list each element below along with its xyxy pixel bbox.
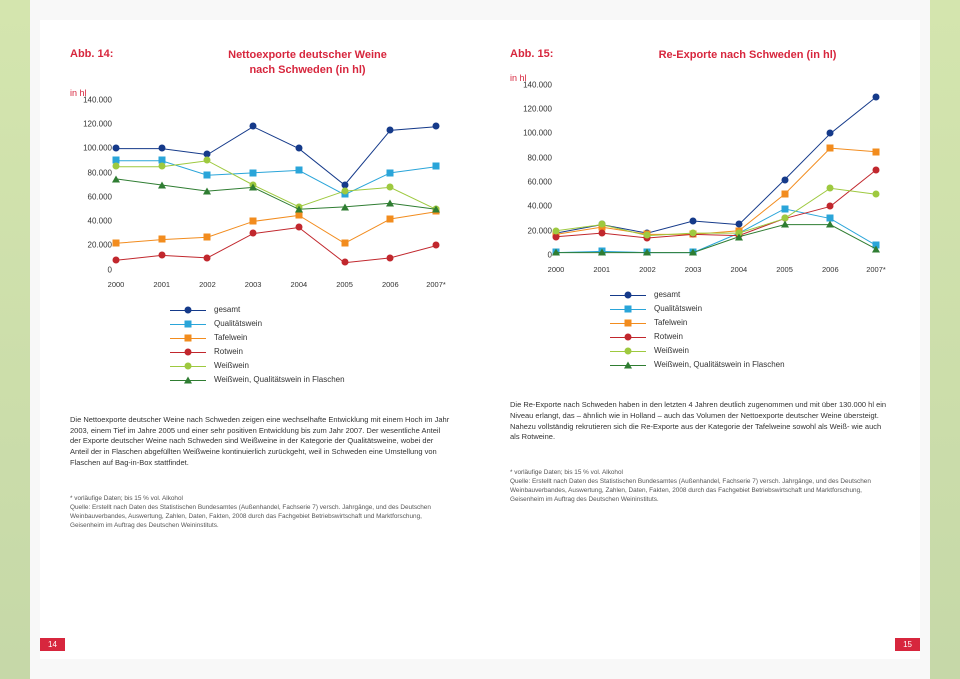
x-tick: 2003 xyxy=(245,280,262,289)
x-tick: 2004 xyxy=(731,265,748,274)
x-tick: 2005 xyxy=(336,280,353,289)
x-tick: 2007* xyxy=(866,265,886,274)
y-tick: 0 xyxy=(548,250,552,259)
y-tick: 40.000 xyxy=(88,217,112,226)
legend-label: Qualitätswein xyxy=(214,319,262,328)
legend-item: Qualitätswein xyxy=(610,302,890,316)
data-marker xyxy=(781,221,789,228)
legend-label: Tafelwein xyxy=(654,318,687,327)
y-tick: 140.000 xyxy=(523,80,552,89)
y-tick: 20.000 xyxy=(528,226,552,235)
footnote-15: * vorläufige Daten; bis 15 % vol. Alkoho… xyxy=(510,469,890,505)
legend-item: Weißwein xyxy=(610,344,890,358)
legend-item: gesamt xyxy=(610,288,890,302)
data-marker xyxy=(432,205,440,212)
x-tick: 2001 xyxy=(593,265,610,274)
body-text-15: Die Re-Exporte nach Schweden haben in de… xyxy=(510,400,890,444)
data-marker xyxy=(735,233,743,240)
data-marker xyxy=(341,203,349,210)
legend-label: Rotwein xyxy=(654,332,683,341)
data-marker xyxy=(643,249,651,256)
y-tick: 20.000 xyxy=(88,241,112,250)
x-tick: 2003 xyxy=(685,265,702,274)
chart-15-plot xyxy=(556,85,876,255)
y-axis-unit-15: in hl xyxy=(510,73,890,83)
legend-label: gesamt xyxy=(654,290,680,299)
legend-label: Rotwein xyxy=(214,347,243,356)
legend-label: Weißwein xyxy=(654,346,689,355)
x-tick: 2007* xyxy=(426,280,446,289)
legend-label: Weißwein xyxy=(214,361,249,370)
data-marker xyxy=(112,175,120,182)
x-tick: 2004 xyxy=(291,280,308,289)
y-tick: 120.000 xyxy=(523,105,552,114)
x-tick: 2002 xyxy=(639,265,656,274)
chart-14-plot xyxy=(116,100,436,270)
legend-item: Rotwein xyxy=(170,345,450,359)
x-tick: 2000 xyxy=(548,265,565,274)
data-marker xyxy=(598,249,606,256)
x-tick: 2006 xyxy=(382,280,399,289)
y-tick: 120.000 xyxy=(83,119,112,128)
y-tick: 0 xyxy=(108,265,112,274)
legend-item: Weißwein, Qualitätswein in Flaschen xyxy=(610,358,890,372)
data-marker xyxy=(872,245,880,252)
chart-14: 020.00040.00060.00080.000100.000120.0001… xyxy=(66,100,436,285)
x-tick: 2000 xyxy=(108,280,125,289)
y-tick: 40.000 xyxy=(528,202,552,211)
footnote-14: * vorläufige Daten; bis 15 % vol. Alkoho… xyxy=(70,495,450,531)
y-tick: 140.000 xyxy=(83,95,112,104)
y-tick: 80.000 xyxy=(88,168,112,177)
x-tick: 2006 xyxy=(822,265,839,274)
data-marker xyxy=(295,205,303,212)
legend-item: Weißwein xyxy=(170,359,450,373)
legend-label: Weißwein, Qualitätswein in Flaschen xyxy=(654,360,785,369)
legend-item: Rotwein xyxy=(610,330,890,344)
x-tick: 2005 xyxy=(776,265,793,274)
legend-14: gesamt Qualitätswein Tafelwein Rotwein Weißw… xyxy=(170,303,450,387)
legend-item: Tafelwein xyxy=(170,331,450,345)
figure-label-14: Abb. 14: xyxy=(70,48,125,78)
y-tick: 100.000 xyxy=(83,144,112,153)
x-tick: 2001 xyxy=(153,280,170,289)
x-tick: 2002 xyxy=(199,280,216,289)
y-axis-unit-14: in hl xyxy=(70,88,450,98)
figure-title-15: Re-Exporte nach Schweden (in hl) xyxy=(605,48,890,63)
legend-item: Qualitätswein xyxy=(170,317,450,331)
page-number-14: 14 xyxy=(40,638,65,651)
data-marker xyxy=(203,187,211,194)
legend-label: Tafelwein xyxy=(214,333,247,342)
data-marker xyxy=(249,184,257,191)
legend-item: Weißwein, Qualitätswein in Flaschen xyxy=(170,373,450,387)
data-marker xyxy=(386,199,394,206)
legend-item: Tafelwein xyxy=(610,316,890,330)
y-tick: 60.000 xyxy=(528,177,552,186)
data-marker xyxy=(552,249,560,256)
data-marker xyxy=(158,181,166,188)
data-marker xyxy=(689,249,697,256)
y-tick: 100.000 xyxy=(523,129,552,138)
data-marker xyxy=(826,221,834,228)
y-tick: 60.000 xyxy=(88,192,112,201)
decorative-strip-left xyxy=(0,0,30,679)
page-number-15: 15 xyxy=(895,638,920,651)
decorative-strip-right xyxy=(930,0,960,679)
legend-label: Weißwein, Qualitätswein in Flaschen xyxy=(214,375,345,384)
chart-15: 020.00040.00060.00080.000100.000120.0001… xyxy=(506,85,876,270)
legend-label: Qualitätswein xyxy=(654,304,702,313)
body-text-14: Die Nettoexporte deutscher Weine nach Sc… xyxy=(70,415,450,469)
figure-label-15: Abb. 15: xyxy=(510,48,565,63)
legend-label: gesamt xyxy=(214,305,240,314)
legend-15: gesamt Qualitätswein Tafelwein Rotwein Weißw… xyxy=(610,288,890,372)
legend-item: gesamt xyxy=(170,303,450,317)
figure-title-14: Nettoexporte deutscher Weinenach Schwede… xyxy=(165,48,450,78)
y-tick: 80.000 xyxy=(528,153,552,162)
page-14: Abb. 14: Nettoexporte deutscher Weinenac… xyxy=(40,20,480,659)
page-15: Abb. 15: Re-Exporte nach Schweden (in hl… xyxy=(480,20,920,659)
